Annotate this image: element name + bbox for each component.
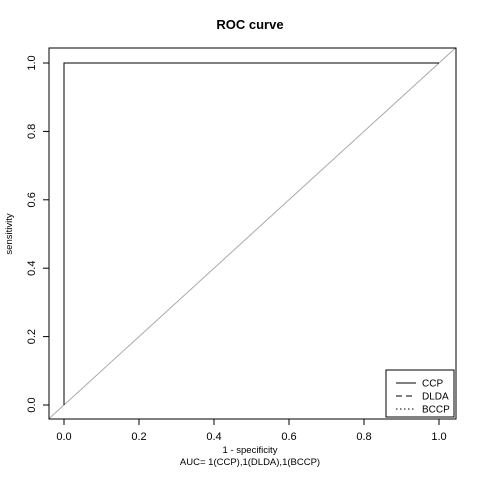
legend-label-dlda: DLDA bbox=[422, 392, 449, 403]
y-tick-label: 0.4 bbox=[26, 261, 38, 276]
legend-label-bccp: BCCP bbox=[422, 405, 450, 416]
y-axis: 0.0 0.2 0.4 0.6 0.8 1.0 bbox=[26, 55, 50, 413]
x-tick-label: 0.2 bbox=[131, 431, 146, 443]
series-layer bbox=[63, 62, 439, 405]
legend-items: CCP DLDA BCCP bbox=[396, 379, 450, 416]
legend-box bbox=[385, 369, 455, 418]
y-axis-label: sensitivity bbox=[4, 213, 15, 254]
legend: CCP DLDA BCCP bbox=[385, 369, 455, 418]
x-axis: 0.0 0.2 0.4 0.6 0.8 1.0 bbox=[56, 418, 447, 443]
x-tick-label: 0.6 bbox=[281, 431, 296, 443]
x-tick-label: 0.4 bbox=[206, 431, 221, 443]
x-tick-label: 0.0 bbox=[56, 431, 71, 443]
reference-diagonal-line bbox=[48, 47, 457, 420]
chart-title: ROC curve bbox=[216, 17, 283, 32]
y-tick-label: 0.0 bbox=[26, 397, 38, 412]
y-tick-label: 1.0 bbox=[26, 55, 38, 70]
x-axis-label: 1 - specificity bbox=[223, 445, 278, 456]
x-tick-label: 0.8 bbox=[356, 431, 371, 443]
y-tick-label: 0.8 bbox=[26, 124, 38, 139]
y-tick-label: 0.2 bbox=[26, 329, 38, 344]
reference-layer bbox=[48, 47, 457, 420]
auc-subtitle: AUC= 1(CCP),1(DLDA),1(BCCP) bbox=[180, 457, 320, 468]
y-tick-label: 0.6 bbox=[26, 192, 38, 207]
x-tick-label: 1.0 bbox=[431, 431, 446, 443]
legend-label-ccp: CCP bbox=[422, 379, 443, 390]
series-line-ccp bbox=[63, 62, 439, 405]
